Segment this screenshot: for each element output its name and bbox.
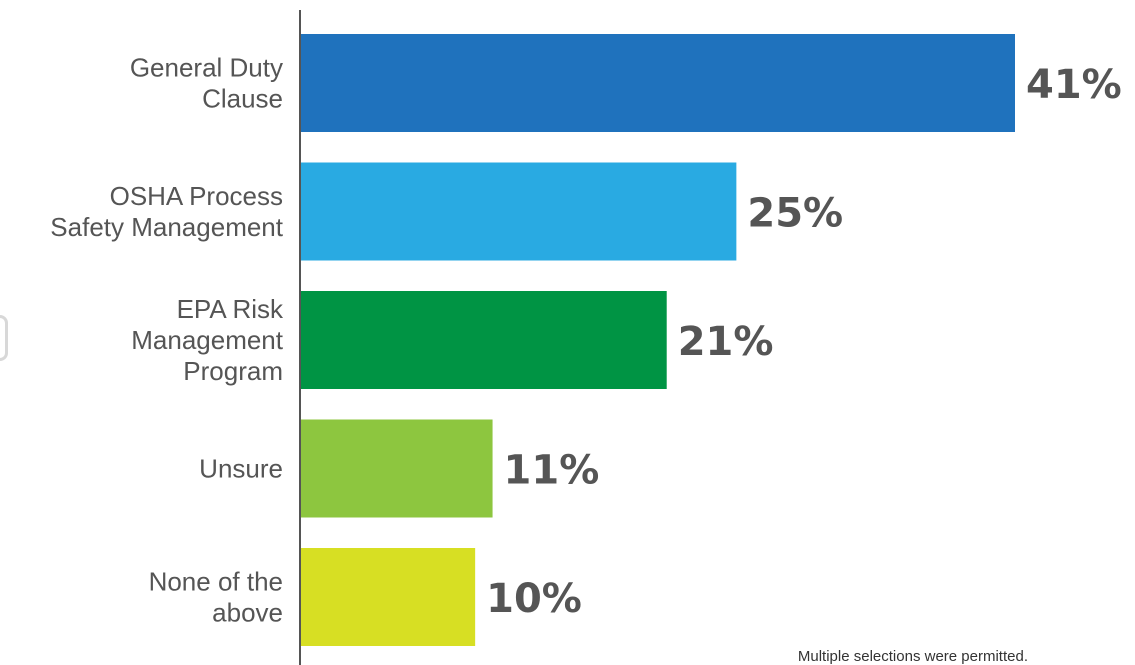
- value-label-3: 11%: [504, 448, 600, 494]
- bar-1: [301, 162, 737, 261]
- bar-4: [301, 548, 476, 646]
- category-label-line: above: [212, 598, 283, 628]
- category-label-1: OSHA Process Safety Management: [50, 181, 283, 242]
- bar-2: [301, 291, 667, 389]
- bar-3: [301, 419, 493, 518]
- footnote: Multiple selections were permitted.: [797, 648, 1028, 665]
- value-label-0: 41%: [1026, 62, 1122, 108]
- category-label-line: Safety Management: [50, 212, 283, 242]
- bars-layer: [301, 34, 1015, 646]
- category-label-line: Unsure: [199, 454, 283, 484]
- category-label-line: OSHA Process: [110, 181, 283, 211]
- category-label-0: General Duty Clause: [130, 53, 283, 114]
- category-label-line: Management: [131, 325, 284, 355]
- category-label-line: EPA Risk: [177, 294, 284, 324]
- value-label-1: 25%: [747, 191, 843, 237]
- category-label-4: None of the above: [149, 567, 283, 628]
- labels-layer: 41% General Duty Clause 25% OSHA Process Safe…: [50, 53, 1121, 628]
- category-label-line: General Duty: [130, 53, 283, 83]
- value-label-4: 10%: [486, 576, 582, 622]
- category-label-line: Program: [183, 356, 283, 386]
- category-label-line: Clause: [202, 84, 283, 114]
- edge-decoration: [0, 315, 8, 361]
- bar-0: [301, 34, 1015, 132]
- value-label-2: 21%: [678, 319, 774, 365]
- category-label-line: None of the: [149, 567, 283, 597]
- category-label-2: EPA Risk Management Program: [131, 294, 284, 386]
- category-label-3: Unsure: [199, 454, 283, 484]
